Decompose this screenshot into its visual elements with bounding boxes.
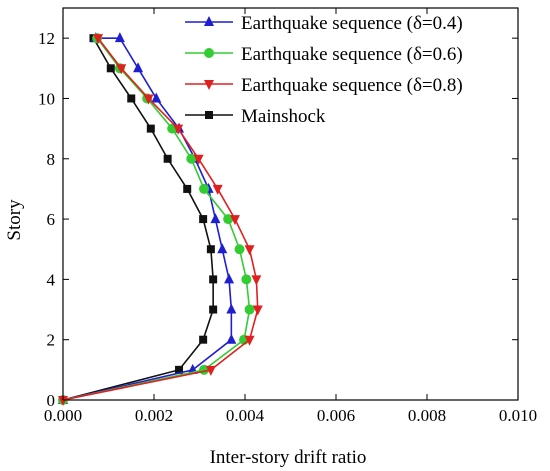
data-point xyxy=(114,32,125,43)
data-point xyxy=(209,275,218,284)
data-point xyxy=(226,333,237,344)
data-point xyxy=(210,213,221,224)
data-point xyxy=(252,305,263,316)
data-point xyxy=(199,215,208,224)
y-tick-label: 12 xyxy=(38,29,55,48)
data-point xyxy=(127,94,136,103)
data-point xyxy=(226,303,237,314)
data-point xyxy=(205,365,216,376)
x-axis-title: Inter-story drift ratio xyxy=(210,447,367,468)
data-point xyxy=(224,273,235,284)
data-point xyxy=(106,64,115,73)
series-circle xyxy=(58,33,255,405)
data-point xyxy=(163,154,172,163)
data-point xyxy=(183,184,192,193)
series-layer xyxy=(58,32,263,406)
data-point xyxy=(229,215,240,226)
legend-label: Earthquake sequence (δ=0.8) xyxy=(241,75,463,96)
data-point xyxy=(241,274,252,285)
data-point xyxy=(93,34,104,45)
data-point xyxy=(199,183,210,194)
series-line xyxy=(62,37,251,401)
data-point xyxy=(58,396,68,406)
data-point xyxy=(217,243,228,254)
data-point xyxy=(133,62,144,73)
data-point xyxy=(223,214,234,225)
series-square xyxy=(59,34,218,404)
data-point xyxy=(212,184,223,195)
y-axis-title: Story xyxy=(4,199,25,241)
data-point xyxy=(209,305,218,314)
x-tick-label: 0.010 xyxy=(499,406,537,425)
data-point xyxy=(234,244,245,255)
legend-entry: Earthquake sequence (δ=0.8) xyxy=(185,75,463,96)
data-point xyxy=(206,245,215,254)
data-point xyxy=(143,94,154,105)
legend-entry: Earthquake sequence (δ=0.4) xyxy=(185,13,463,34)
y-tick-label: 10 xyxy=(38,89,55,108)
legend-marker xyxy=(204,16,214,26)
y-tick-label: 6 xyxy=(47,210,56,229)
data-point xyxy=(244,335,255,346)
plot-frame xyxy=(62,7,519,401)
legend-entry: Earthquake sequence (δ=0.6) xyxy=(185,44,463,65)
data-point xyxy=(199,335,208,344)
series-triangle-down xyxy=(58,34,263,406)
data-point xyxy=(186,153,197,164)
legend: Earthquake sequence (δ=0.4) Earthquake se… xyxy=(185,13,463,127)
x-tick-label: 0.008 xyxy=(408,406,446,425)
data-point xyxy=(173,124,184,135)
y-tick-label: 4 xyxy=(47,270,56,289)
data-point xyxy=(175,365,184,374)
data-point xyxy=(151,92,162,103)
data-point xyxy=(251,275,262,286)
data-point xyxy=(146,124,155,133)
y-tick-label: 0 xyxy=(47,391,56,410)
legend-marker xyxy=(205,111,213,119)
x-tick-label: 0.004 xyxy=(226,406,265,425)
series-line xyxy=(62,37,214,401)
data-point xyxy=(116,64,127,75)
legend-marker xyxy=(204,48,214,58)
x-tick-label: 0.002 xyxy=(135,406,173,425)
legend-label: Earthquake sequence (δ=0.6) xyxy=(241,44,463,65)
legend-label: Mainshock xyxy=(241,106,326,127)
legend-marker xyxy=(204,80,214,90)
data-point xyxy=(193,154,204,165)
ticks-layer: 0.000 0.002 0.004 0.006 0.008 0.010 0 2 4 6 8 10 12 xyxy=(38,8,537,425)
plot-border xyxy=(62,7,519,401)
x-tick-label: 0.006 xyxy=(317,406,355,425)
y-tick-label: 2 xyxy=(47,331,56,350)
y-tick-label: 8 xyxy=(47,150,56,169)
data-point xyxy=(244,304,255,315)
legend-label: Earthquake sequence (δ=0.4) xyxy=(241,13,463,34)
legend-entry: Mainshock xyxy=(185,106,326,127)
data-point xyxy=(244,245,255,256)
x-tick-label: 0.000 xyxy=(44,406,82,425)
